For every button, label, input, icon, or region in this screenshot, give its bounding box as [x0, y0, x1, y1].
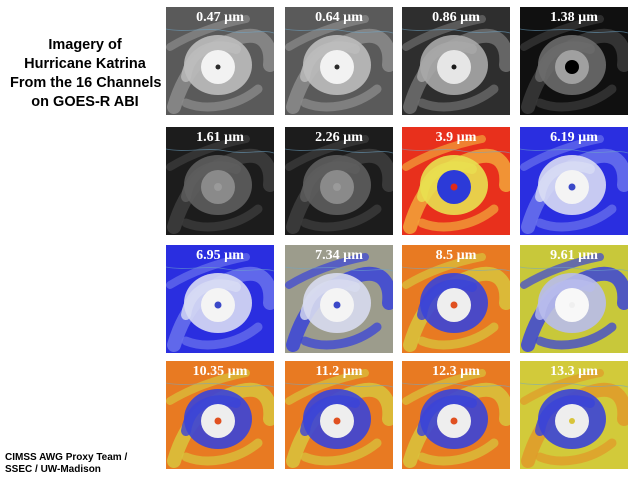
credit-line-1: CIMSS AWG Proxy Team / [5, 452, 128, 463]
channel-tile: 1.38 µm [520, 7, 628, 115]
channel-tile: 0.86 µm [402, 7, 510, 115]
channel-tile: 11.2 µm [285, 361, 393, 469]
channel-tile: 1.61 µm [166, 127, 274, 235]
figure-title: Imagery of Hurricane Katrina From the 16… [10, 36, 162, 112]
channel-tile: 7.34 µm [285, 245, 393, 353]
channel-tile: 3.9 µm [402, 127, 510, 235]
channel-wavelength-label: 1.38 µm [550, 10, 598, 25]
hurricane-image [285, 127, 393, 235]
hurricane-image [285, 7, 393, 115]
channel-wavelength-label: 8.5 µm [435, 248, 477, 263]
hurricane-image [520, 245, 628, 353]
channel-tile: 6.95 µm [166, 245, 274, 353]
channel-tile: 2.26 µm [285, 127, 393, 235]
channel-wavelength-label: 0.64 µm [315, 10, 363, 25]
channel-wavelength-label: 3.9 µm [435, 130, 477, 145]
channel-tile: 10.35 µm [166, 361, 274, 469]
channel-wavelength-label: 12.3 µm [432, 364, 480, 379]
hurricane-image [402, 361, 510, 469]
hurricane-image [166, 7, 274, 115]
hurricane-image [166, 245, 274, 353]
channel-wavelength-label: 13.3 µm [550, 364, 598, 379]
title-line-1: Imagery of [48, 37, 122, 53]
channel-wavelength-label: 11.2 µm [315, 364, 363, 379]
channel-tile: 13.3 µm [520, 361, 628, 469]
hurricane-image [285, 245, 393, 353]
channel-tile: 6.19 µm [520, 127, 628, 235]
channel-tile: 12.3 µm [402, 361, 510, 469]
channel-wavelength-label: 6.19 µm [550, 130, 598, 145]
hurricane-image [166, 127, 274, 235]
title-line-2: Hurricane Katrina [24, 56, 146, 72]
hurricane-image [402, 127, 510, 235]
hurricane-image [402, 7, 510, 115]
title-line-4: on GOES-R ABI [31, 94, 139, 110]
hurricane-image [520, 127, 628, 235]
channel-wavelength-label: 2.26 µm [315, 130, 363, 145]
credit-line-2: SSEC / UW-Madison [5, 464, 101, 475]
channel-wavelength-label: 0.86 µm [432, 10, 480, 25]
credit-text: CIMSS AWG Proxy Team / SSEC / UW-Madison [5, 452, 127, 476]
channel-tile: 8.5 µm [402, 245, 510, 353]
channel-tile: 0.64 µm [285, 7, 393, 115]
hurricane-image [402, 245, 510, 353]
channel-wavelength-label: 9.61 µm [550, 248, 598, 263]
channel-tile: 9.61 µm [520, 245, 628, 353]
channel-wavelength-label: 0.47 µm [196, 10, 244, 25]
hurricane-image [520, 361, 628, 469]
channel-wavelength-label: 6.95 µm [196, 248, 244, 263]
hurricane-image [166, 361, 274, 469]
channel-wavelength-label: 7.34 µm [315, 248, 363, 263]
channel-wavelength-label: 1.61 µm [196, 130, 244, 145]
channel-tile: 0.47 µm [166, 7, 274, 115]
hurricane-image [285, 361, 393, 469]
channel-wavelength-label: 10.35 µm [192, 364, 248, 379]
hurricane-image [520, 7, 628, 115]
title-line-3: From the 16 Channels [10, 75, 162, 91]
